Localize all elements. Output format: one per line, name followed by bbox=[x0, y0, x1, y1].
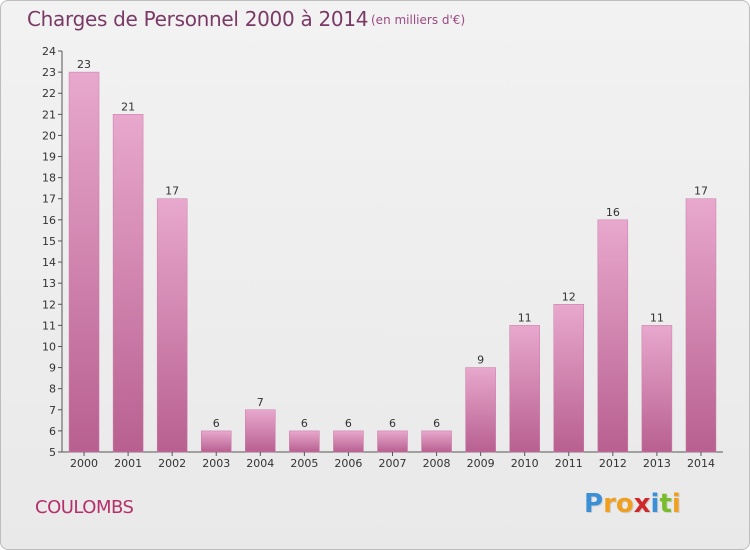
logo-letter: t bbox=[659, 489, 672, 519]
x-axis-ticks: 2000 2001 2002 2003 2004 2005 2006 2007 2008 2009… bbox=[70, 452, 715, 470]
data-label-2012: 16 bbox=[606, 206, 620, 219]
y-axis-ticks: 5 6 7 8 9 10 11 12 13 14 15 16 17 18 19 20 21 22 23 24 bbox=[42, 45, 62, 459]
bar-2013 bbox=[641, 325, 673, 453]
data-label-2009: 9 bbox=[477, 354, 484, 367]
bar-2003 bbox=[200, 430, 232, 453]
logo-letter: r bbox=[603, 489, 616, 519]
y-tick-label: 16 bbox=[42, 214, 56, 227]
city-name: COULOMBS bbox=[35, 497, 134, 518]
logo-letter: x bbox=[633, 489, 651, 519]
data-label-2013: 11 bbox=[650, 311, 664, 324]
bar-2002 bbox=[156, 198, 188, 453]
x-tick-label: 2011 bbox=[555, 457, 583, 470]
data-label-2005: 6 bbox=[301, 417, 308, 430]
y-tick-label: 9 bbox=[49, 362, 56, 375]
y-tick-label: 10 bbox=[42, 340, 56, 353]
y-tick-label: 20 bbox=[42, 129, 56, 142]
y-tick-label: 7 bbox=[49, 404, 56, 417]
x-tick-label: 2008 bbox=[423, 457, 451, 470]
logo-letter: P bbox=[584, 489, 604, 519]
y-tick-label: 14 bbox=[42, 256, 56, 269]
y-tick-label: 24 bbox=[42, 45, 56, 58]
y-tick-label: 12 bbox=[42, 298, 56, 311]
y-tick-label: 6 bbox=[49, 425, 56, 438]
chart-title: Charges de Personnel 2000 à 2014 bbox=[27, 7, 369, 31]
data-label-2004: 7 bbox=[257, 396, 264, 409]
data-label-2002: 17 bbox=[165, 185, 179, 198]
data-labels: 23 21 17 6 7 6 6 6 6 9 11 12 16 11 17 bbox=[77, 58, 708, 430]
x-tick-label: 2006 bbox=[334, 457, 362, 470]
bar-series bbox=[68, 71, 717, 453]
data-label-2014: 17 bbox=[694, 185, 708, 198]
x-tick-label: 2013 bbox=[643, 457, 671, 470]
x-tick-label: 2014 bbox=[687, 457, 715, 470]
chart-unit: (en milliers d'€) bbox=[371, 13, 466, 27]
y-tick-label: 17 bbox=[42, 193, 56, 206]
x-tick-label: 2010 bbox=[511, 457, 539, 470]
y-tick-label: 23 bbox=[42, 66, 56, 79]
y-tick-label: 18 bbox=[42, 172, 56, 185]
x-tick-label: 2001 bbox=[114, 457, 142, 470]
bar-2007 bbox=[377, 430, 408, 453]
data-label-2001: 21 bbox=[121, 100, 135, 113]
logo-letter: i bbox=[650, 489, 660, 519]
data-label-2011: 12 bbox=[562, 290, 576, 303]
data-label-2010: 11 bbox=[518, 311, 532, 324]
bar-2005 bbox=[289, 430, 320, 453]
data-label-2006: 6 bbox=[345, 417, 352, 430]
y-tick-label: 15 bbox=[42, 235, 56, 248]
bar-2006 bbox=[333, 430, 364, 453]
bar-2008 bbox=[421, 430, 452, 453]
y-tick-label: 13 bbox=[42, 277, 56, 290]
bar-2000 bbox=[68, 71, 100, 453]
data-label-2000: 23 bbox=[77, 58, 91, 71]
y-tick-label: 19 bbox=[42, 151, 56, 164]
y-tick-label: 8 bbox=[49, 383, 56, 396]
data-label-2007: 6 bbox=[389, 417, 396, 430]
data-label-2008: 6 bbox=[433, 417, 440, 430]
bar-2010 bbox=[509, 325, 540, 453]
x-tick-label: 2002 bbox=[158, 457, 186, 470]
y-tick-label: 11 bbox=[42, 319, 56, 332]
y-tick-label: 5 bbox=[49, 446, 56, 459]
x-tick-label: 2004 bbox=[246, 457, 274, 470]
logo-letter: i bbox=[671, 489, 681, 519]
data-label-2003: 6 bbox=[213, 417, 220, 430]
bar-2011 bbox=[553, 304, 585, 453]
x-tick-label: 2000 bbox=[70, 457, 98, 470]
proxiti-logo[interactable]: Proxiti bbox=[584, 489, 681, 519]
y-tick-label: 21 bbox=[42, 108, 56, 121]
logo-letter: o bbox=[615, 489, 634, 519]
x-tick-label: 2003 bbox=[202, 457, 230, 470]
bar-2012 bbox=[597, 219, 629, 453]
bar-2001 bbox=[112, 114, 144, 453]
x-tick-label: 2005 bbox=[290, 457, 318, 470]
bar-2004 bbox=[245, 409, 276, 453]
x-tick-label: 2009 bbox=[467, 457, 495, 470]
bar-2009 bbox=[465, 367, 496, 453]
y-tick-label: 22 bbox=[42, 87, 56, 100]
x-tick-label: 2012 bbox=[599, 457, 627, 470]
bar-2014 bbox=[685, 198, 717, 453]
x-tick-label: 2007 bbox=[379, 457, 407, 470]
